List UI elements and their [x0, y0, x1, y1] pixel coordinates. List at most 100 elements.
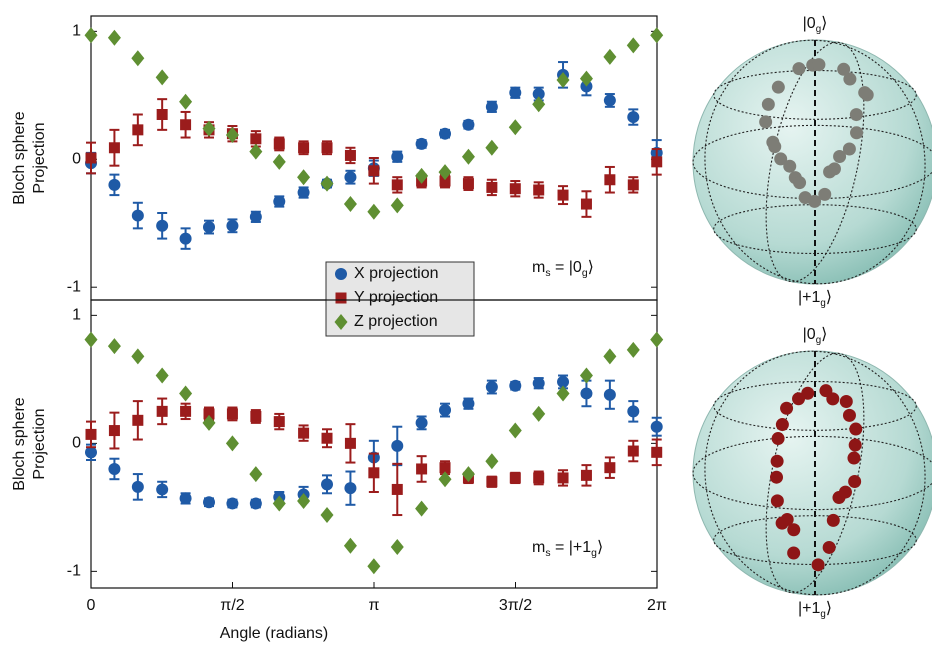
point	[156, 219, 169, 232]
point	[297, 169, 311, 186]
sphere-point	[793, 176, 807, 190]
point	[391, 150, 404, 163]
sphere-latitude	[713, 69, 917, 120]
point	[579, 367, 593, 384]
point	[273, 138, 285, 150]
point	[603, 388, 616, 401]
text-part: |+1	[798, 289, 821, 306]
text-part: |+1	[798, 600, 821, 617]
point	[367, 203, 381, 220]
bloch-sphere	[692, 39, 932, 285]
point	[131, 348, 145, 365]
point	[627, 111, 640, 124]
point	[179, 232, 192, 245]
point	[180, 405, 192, 417]
sphere-point	[770, 494, 784, 508]
point	[391, 179, 403, 191]
point	[155, 367, 169, 384]
point	[107, 29, 121, 46]
point	[179, 492, 192, 505]
point	[604, 174, 616, 186]
point	[415, 167, 429, 184]
text-part: g	[820, 298, 825, 309]
x-tick-label: π	[368, 597, 379, 614]
sphere-latitude	[713, 204, 917, 255]
point	[156, 483, 169, 496]
sphere-meridian	[704, 350, 926, 596]
sphere-point	[770, 470, 784, 484]
text-part: ⟩	[821, 15, 827, 32]
legend-marker	[335, 292, 347, 304]
point	[485, 100, 498, 113]
y-tick-label: 1	[72, 23, 81, 40]
point	[485, 381, 498, 394]
sphere-point	[833, 150, 847, 164]
point	[509, 379, 522, 392]
legend-box	[325, 261, 475, 337]
x-tick-label: 2π	[647, 597, 667, 614]
point	[533, 184, 545, 196]
point	[486, 181, 498, 193]
point	[321, 478, 334, 491]
point	[603, 348, 617, 365]
x-tick-label: π/2	[220, 597, 244, 614]
sphere-point	[759, 115, 773, 129]
sphere-point	[808, 194, 822, 208]
text-part: |0	[803, 15, 816, 32]
text-part: = |0	[551, 259, 582, 276]
point	[368, 165, 380, 177]
point	[344, 482, 357, 495]
point	[132, 414, 144, 426]
y-label-line: Projection	[31, 122, 48, 193]
point	[438, 471, 452, 488]
y-tick-label: 0	[72, 435, 81, 452]
point	[486, 476, 498, 488]
point	[556, 71, 570, 88]
sphere-latitude	[713, 515, 917, 566]
point	[439, 127, 452, 140]
point	[439, 175, 451, 187]
point	[202, 414, 216, 431]
y-tick-label: -1	[67, 278, 81, 295]
point	[580, 387, 593, 400]
text-part: m	[532, 539, 545, 556]
point	[485, 453, 499, 470]
point	[179, 385, 193, 402]
annotation: |+1g⟩	[798, 600, 832, 619]
point	[415, 137, 428, 150]
point	[650, 420, 663, 433]
y-axis-label: Bloch sphere Projection	[11, 397, 48, 490]
point	[273, 416, 285, 428]
legend-marker	[335, 268, 347, 280]
point	[391, 439, 404, 452]
point	[579, 70, 593, 87]
point	[226, 497, 239, 510]
text-part: ⟩	[826, 600, 832, 617]
sphere-meridian	[765, 41, 865, 283]
sphere-point	[819, 384, 833, 398]
text-part: s	[545, 268, 550, 279]
point	[131, 209, 144, 222]
point	[320, 175, 334, 192]
sphere-point	[768, 140, 782, 154]
text-part: ⟩	[826, 289, 832, 306]
text-part: ⟩	[597, 539, 603, 556]
point	[225, 126, 239, 143]
x-tick-label: 3π/2	[499, 597, 532, 614]
point	[367, 558, 381, 575]
text-part: g	[591, 548, 597, 559]
point	[415, 500, 429, 517]
point	[557, 189, 569, 201]
sphere-point	[771, 432, 785, 446]
point	[650, 27, 664, 44]
point	[626, 341, 640, 358]
sphere-point	[837, 62, 851, 76]
point	[532, 96, 546, 113]
sphere-point	[780, 401, 794, 415]
point	[272, 495, 286, 512]
sphere-point	[842, 142, 856, 156]
point	[226, 219, 239, 232]
point	[438, 164, 452, 181]
point	[297, 492, 311, 509]
sphere-point	[849, 422, 863, 436]
